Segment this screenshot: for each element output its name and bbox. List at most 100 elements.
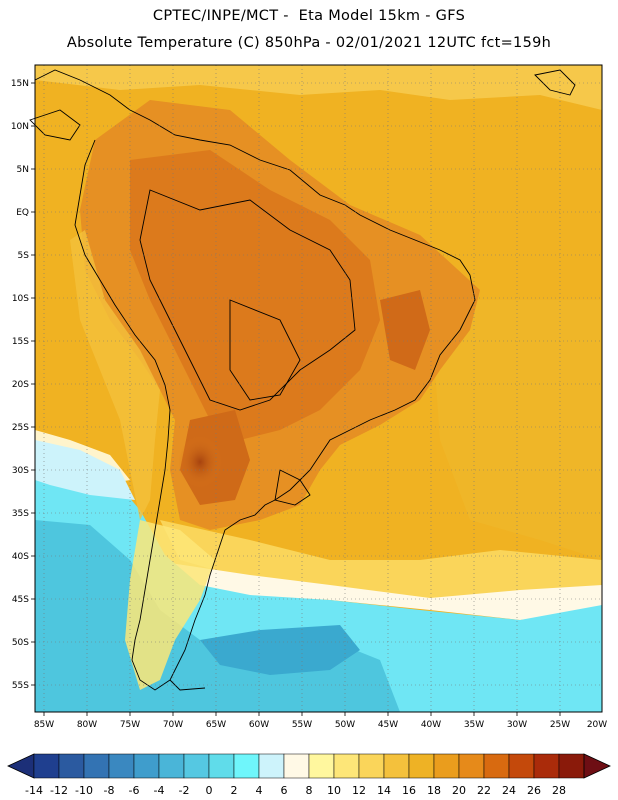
interior-border-2 [229,299,301,401]
colorbar-label: 20 [452,784,466,797]
field-andes [70,230,160,520]
colorbar-cell [533,753,560,779]
lon-label: 60W [249,720,269,730]
interior-border-1 [139,189,356,411]
colorbar-cell [433,753,460,779]
field-continent-hot [130,150,380,440]
colorbar-label: -6 [129,784,140,797]
colorbar-cell [283,753,310,779]
longitude-labels: 85W 80W 75W 70W 65W 60W 55W 50W 45W 40W … [34,720,607,730]
colorbar-label: 4 [256,784,263,797]
lat-label: 15S [12,337,29,347]
lat-label: 10S [12,294,29,304]
caribbean-border [29,109,81,141]
colorbar-label: 6 [281,784,288,797]
colorbar-label: 24 [502,784,516,797]
colorbar-cell [33,753,60,779]
colorbar-label: 0 [206,784,213,797]
colorbar-label: 2 [231,784,238,797]
latitude-labels: 15N 10N 5N EQ 5S 10S 15S 20S 25S 30S 35S… [11,79,29,691]
colorbar-label: -8 [104,784,115,797]
lon-label: 30W [507,720,527,730]
field-east-ocean [430,300,602,560]
colorbar-label: -10 [75,784,93,797]
lon-label: 65W [206,720,226,730]
lat-label: 50S [12,638,29,648]
colorbar-low-arrow [7,753,35,779]
lon-label: 70W [163,720,183,730]
colorbar-cell [108,753,135,779]
colorbar-label: 28 [552,784,566,797]
lat-label: 10N [11,122,29,132]
colorbar-label: -12 [50,784,68,797]
field-south-yellow [160,520,602,610]
chart-title-line-2: Absolute Temperature (C) 850hPa - 02/01/… [66,35,552,51]
colorbar-cell [458,753,485,779]
field-cream-band [150,560,602,620]
colorbar-cell [508,753,535,779]
colorbar-cell [133,753,160,779]
lon-label: 80W [77,720,97,730]
lon-label: 85W [34,720,54,730]
colorbar-cell [158,753,185,779]
temperature-field [35,65,602,712]
lon-label: 40W [421,720,441,730]
lon-label: 50W [335,720,355,730]
colorbar-label: 18 [427,784,441,797]
colorbar-cell [408,753,435,779]
colorbar-cell [333,753,360,779]
atlantic-coast [34,69,476,691]
map-frame [34,64,603,713]
colorbar-label: -4 [154,784,165,797]
field-pacific-cool [35,440,135,500]
lon-label: 35W [464,720,484,730]
colorbar-cell [258,753,285,779]
field-cold-core [200,625,360,675]
colorbar-cell [383,753,410,779]
lat-label: 5N [17,165,29,175]
colorbar-label: 8 [306,784,313,797]
colorbar-label: -2 [179,784,190,797]
lat-label: 40S [12,552,29,562]
colorbar-cell [208,753,235,779]
uruguay-border [274,469,311,506]
lon-label: 25W [550,720,570,730]
colorbar-label: 16 [402,784,416,797]
colorbar: -14 -12 -10 -8 -6 -4 -2 0 2 4 6 8 10 12 14 16 18 20 22 24 26… [7,753,611,797]
chart-title-line-1: CPTEC/INPE/MCT - Eta Model 15km - GFS [152,8,466,24]
colorbar-cell [183,753,210,779]
colorbar-cell [558,753,585,779]
field-north-band [35,65,602,110]
lon-label: 75W [120,720,140,730]
lat-label: EQ [16,208,29,218]
lat-label: 25S [12,423,29,433]
field-northeast-hot [380,290,430,370]
axis-ticks [31,82,561,716]
colorbar-cell [483,753,510,779]
lon-label: 20W [587,720,607,730]
colorbar-cell [233,753,260,779]
lat-label: 55S [12,681,29,691]
colorbar-cells [33,753,585,779]
field-hotspot [178,436,222,488]
colorbar-high-arrow [583,753,611,779]
colorbar-cell [358,753,385,779]
colorbar-label: 22 [477,784,491,797]
colorbar-label: -14 [25,784,43,797]
graticule [35,65,602,712]
island-outline [534,69,576,96]
colorbar-cell [83,753,110,779]
colorbar-cell [58,753,85,779]
lon-label: 45W [378,720,398,730]
lat-label: 30S [12,466,29,476]
coastlines [29,69,576,691]
colorbar-label: 26 [527,784,541,797]
lat-label: 20S [12,380,29,390]
lat-label: 5S [18,251,30,261]
lat-label: 35S [12,509,29,519]
field-patagonia [125,520,215,690]
lat-label: 45S [12,595,29,605]
colorbar-cell [308,753,335,779]
colorbar-label: 12 [352,784,366,797]
